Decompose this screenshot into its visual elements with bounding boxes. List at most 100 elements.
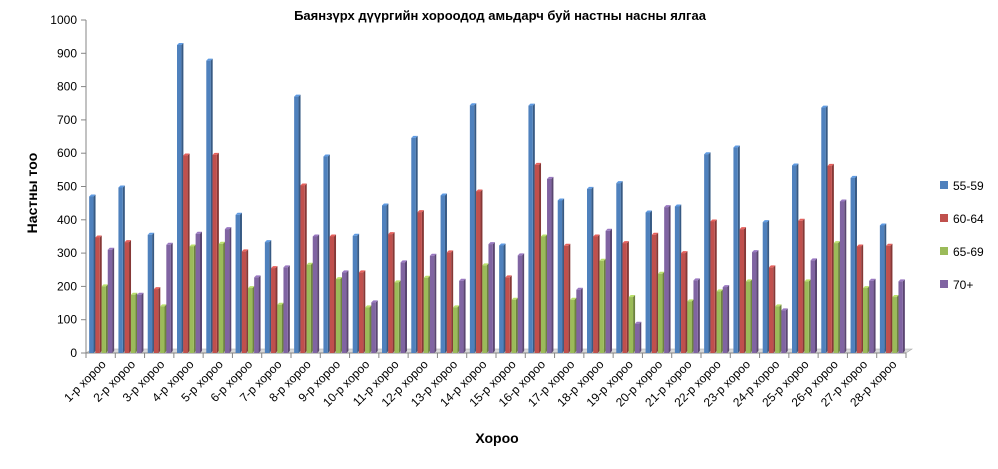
bar-front — [704, 154, 709, 353]
bar-top — [710, 219, 717, 222]
chart-bars — [89, 42, 905, 354]
bar-top — [358, 270, 366, 273]
bar — [429, 253, 437, 353]
y-tick-label: 700 — [57, 113, 77, 127]
bar — [563, 243, 571, 353]
bar — [752, 250, 759, 353]
bar — [160, 304, 167, 353]
bar-side — [522, 253, 525, 353]
bar — [382, 203, 389, 353]
chart-axes — [81, 19, 913, 358]
bar — [528, 103, 535, 354]
bar — [833, 241, 841, 353]
bar-front — [358, 272, 364, 353]
bar-top — [177, 42, 184, 45]
bar-top — [745, 279, 753, 282]
bar-side — [737, 145, 740, 353]
bar-front — [879, 225, 885, 353]
bar-front — [446, 252, 452, 353]
bar-side — [779, 304, 782, 353]
bar-side — [105, 284, 108, 353]
bar-top — [898, 279, 905, 282]
bar-front — [856, 246, 862, 353]
bar — [469, 103, 477, 353]
bar-side — [164, 304, 167, 353]
bar — [804, 279, 811, 353]
bar-front — [264, 242, 270, 353]
bar — [810, 258, 817, 353]
bar-side — [551, 176, 554, 353]
bar — [371, 300, 378, 353]
bar-front — [124, 242, 130, 353]
bar — [277, 302, 284, 353]
bar-top — [371, 300, 378, 303]
bar-top — [423, 275, 431, 278]
bar-side — [785, 308, 788, 353]
bar-front — [440, 195, 445, 353]
bar-top — [452, 305, 460, 308]
bar-side — [838, 241, 841, 353]
bar-side — [99, 235, 102, 353]
bar-front — [511, 299, 516, 353]
bar-front — [342, 272, 347, 353]
bar-front — [247, 288, 253, 353]
bar-front — [429, 255, 435, 353]
bar-front — [733, 147, 738, 353]
bar — [798, 218, 805, 353]
legend-swatch — [940, 214, 948, 222]
bar — [681, 251, 688, 353]
bar-top — [365, 305, 372, 308]
bar-top — [166, 242, 173, 245]
bar — [206, 58, 213, 353]
bar-side — [896, 295, 899, 353]
bar-front — [411, 137, 416, 353]
bar-front — [300, 185, 305, 353]
bar — [124, 240, 132, 353]
bar-side — [258, 275, 261, 353]
bar-top — [323, 154, 330, 157]
bar-top — [218, 241, 226, 244]
bar-top — [605, 228, 612, 231]
bar-top — [557, 198, 565, 201]
bar — [821, 105, 828, 353]
bar-top — [195, 231, 202, 234]
bar — [547, 176, 554, 353]
bar-top — [459, 278, 466, 281]
bar — [137, 292, 144, 353]
bar-front — [821, 107, 826, 353]
bar-side — [867, 286, 870, 353]
bar-front — [710, 221, 715, 353]
bar-front — [781, 310, 786, 353]
bar — [241, 249, 249, 353]
legend-label: 60-64 — [953, 212, 984, 226]
bar-top — [593, 234, 600, 237]
bar — [792, 163, 799, 353]
bar-side — [474, 103, 477, 353]
bar-front — [674, 206, 680, 353]
y-tick-label: 600 — [57, 146, 77, 160]
bar — [440, 193, 447, 353]
bar — [605, 228, 612, 353]
bar-front — [459, 280, 464, 353]
bar — [505, 275, 512, 353]
bar-top — [576, 287, 583, 290]
chart-title: Баянзүрх дүүргийн хороодод амьдарч буй н… — [294, 8, 707, 23]
bar-top — [417, 210, 424, 213]
bar — [622, 241, 629, 353]
bar — [352, 233, 360, 353]
bar — [557, 198, 565, 353]
bar — [570, 297, 577, 353]
bar-side — [685, 251, 688, 353]
bar-side — [246, 249, 249, 353]
bar-top — [856, 244, 864, 247]
bar — [739, 227, 747, 353]
bar-side — [662, 271, 665, 353]
bar-top — [869, 278, 876, 281]
bar-top — [850, 175, 857, 178]
bar-side — [193, 244, 196, 353]
bar-side — [480, 189, 483, 353]
bar-front — [195, 233, 200, 353]
legend-label: 70+ — [953, 278, 973, 292]
bar-side — [239, 212, 242, 353]
